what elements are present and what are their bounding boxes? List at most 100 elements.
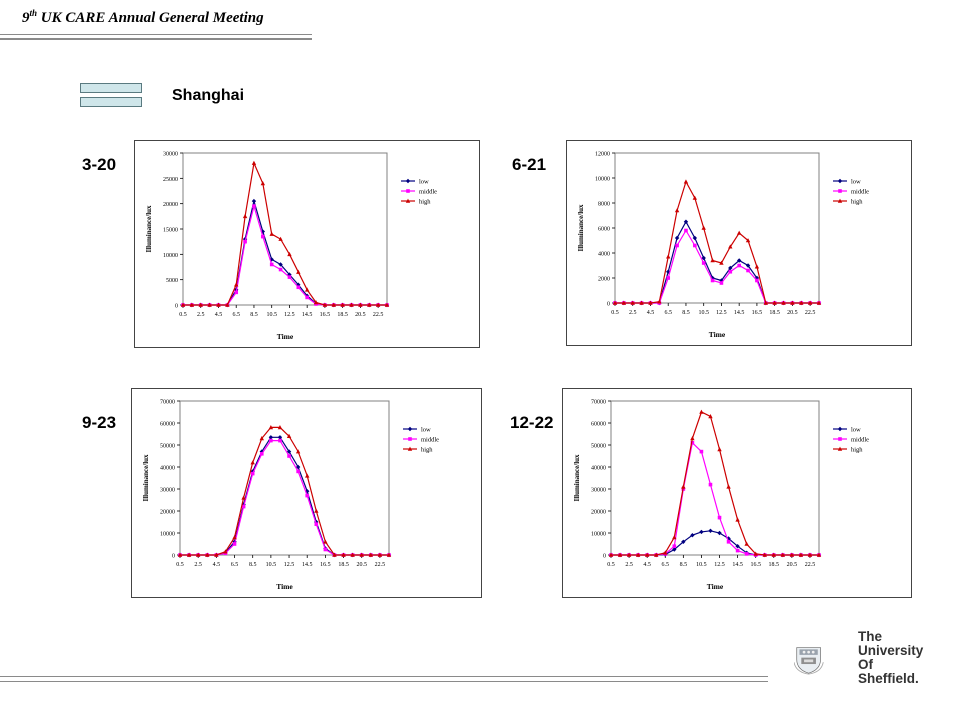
data-point (305, 493, 310, 498)
legend-marker (837, 446, 843, 451)
data-point (384, 302, 390, 307)
data-point (278, 438, 282, 443)
section-marker-top (80, 83, 142, 93)
data-point (717, 530, 722, 536)
data-point (195, 552, 201, 557)
x-tick-label: 10.5 (266, 312, 277, 318)
legend-label-high: high (851, 447, 863, 454)
data-point (728, 269, 733, 274)
data-point (277, 425, 283, 430)
data-point (719, 281, 724, 285)
data-point (626, 552, 632, 557)
data-point (177, 552, 183, 557)
x-tick-label: 20.5 (787, 562, 798, 568)
y-tick-label: 4000 (598, 252, 610, 258)
data-point (717, 447, 722, 452)
footer-rule-top (0, 676, 768, 677)
data-point (772, 300, 777, 305)
data-point (717, 515, 722, 520)
y-tick-label: 20000 (591, 510, 606, 516)
x-tick-label: 4.5 (643, 562, 651, 568)
data-point (657, 299, 662, 304)
x-tick-label: 6.5 (664, 310, 672, 316)
data-point (269, 438, 273, 443)
data-point (251, 160, 257, 165)
series-line-high (183, 161, 387, 306)
data-point (726, 484, 731, 489)
data-point (672, 544, 677, 548)
y-tick-label: 0 (603, 554, 606, 560)
data-point (675, 243, 679, 248)
data-point (744, 552, 749, 556)
y-tick-label: 0 (607, 302, 610, 308)
series-line-high (615, 180, 819, 304)
data-point (762, 552, 767, 557)
data-point (683, 179, 689, 184)
data-point (359, 552, 364, 557)
y-tick-label: 40000 (591, 466, 606, 472)
data-point (232, 542, 237, 546)
y-axis-label: Illuminance/lux (573, 454, 581, 502)
chart-frame-2: 0 2000 4000 6000 8000 10000 12000 0.5 2.5 4.5 6.5 8… (566, 140, 912, 346)
data-point (630, 300, 635, 305)
data-point (278, 236, 283, 241)
legend-label-low: low (851, 179, 861, 186)
y-tick-label: 10000 (591, 532, 606, 538)
date-label-chart-2: 6-21 (512, 155, 547, 174)
y-tick-label: 60000 (591, 422, 606, 428)
illuminance-chart-2: 0 2000 4000 6000 8000 10000 12000 0.5 2.5 4.5 6.5 8… (577, 152, 869, 340)
x-tick-label: 16.5 (752, 310, 763, 316)
data-point (807, 552, 813, 557)
logo-line-4: Sheffield. (858, 671, 919, 686)
illuminance-chart-1: 0 5000 10000 15000 20000 25000 30000 0.5 2.5 4.5 6… (145, 152, 437, 342)
plot-area (610, 400, 820, 556)
data-point (296, 285, 301, 290)
legend-marker (838, 437, 842, 441)
x-tick-label: 0.5 (179, 312, 187, 318)
data-point (304, 287, 310, 292)
data-point (807, 300, 813, 305)
data-point (241, 495, 246, 500)
illuminance-chart-3: 0 10000 20000 30000 40000 50000 60000 70000 0.5 2… (142, 400, 439, 592)
data-point (278, 267, 283, 272)
x-axis-label: Time (277, 332, 294, 341)
data-point (296, 269, 301, 274)
data-point (754, 264, 760, 269)
data-point (250, 471, 255, 476)
university-crest-icon (794, 647, 824, 675)
x-tick-label: 6.5 (662, 562, 670, 568)
data-point (710, 258, 715, 263)
data-point (332, 552, 337, 557)
data-point (377, 552, 383, 557)
data-point (323, 547, 328, 552)
y-tick-label: 25000 (163, 177, 178, 183)
data-point (816, 552, 822, 557)
data-point (305, 473, 310, 478)
university-name: The University Of Sheffield. (858, 630, 923, 686)
data-point (232, 535, 237, 540)
x-tick-label: 22.5 (373, 312, 384, 318)
data-point (693, 243, 697, 248)
x-tick-label: 8.5 (250, 312, 258, 318)
y-tick-label: 50000 (160, 444, 175, 450)
data-point (234, 282, 239, 287)
data-point (781, 300, 786, 305)
data-point (386, 552, 392, 557)
data-point (260, 181, 266, 186)
data-point (635, 552, 641, 557)
data-point (699, 449, 704, 454)
data-point (313, 300, 319, 305)
data-point (261, 234, 265, 239)
data-point (674, 208, 680, 213)
legend-marker (405, 178, 411, 184)
data-point (323, 539, 328, 544)
y-tick-label: 20000 (160, 510, 175, 516)
data-point (745, 263, 751, 268)
data-point (243, 239, 247, 244)
data-point (189, 302, 195, 307)
header-rule-bottom (0, 38, 312, 40)
date-label-chart-4: 12-22 (510, 413, 554, 432)
data-point (745, 238, 751, 243)
meeting-title: 9th UK CARE Annual General Meeting (22, 8, 264, 27)
data-point (242, 213, 248, 219)
